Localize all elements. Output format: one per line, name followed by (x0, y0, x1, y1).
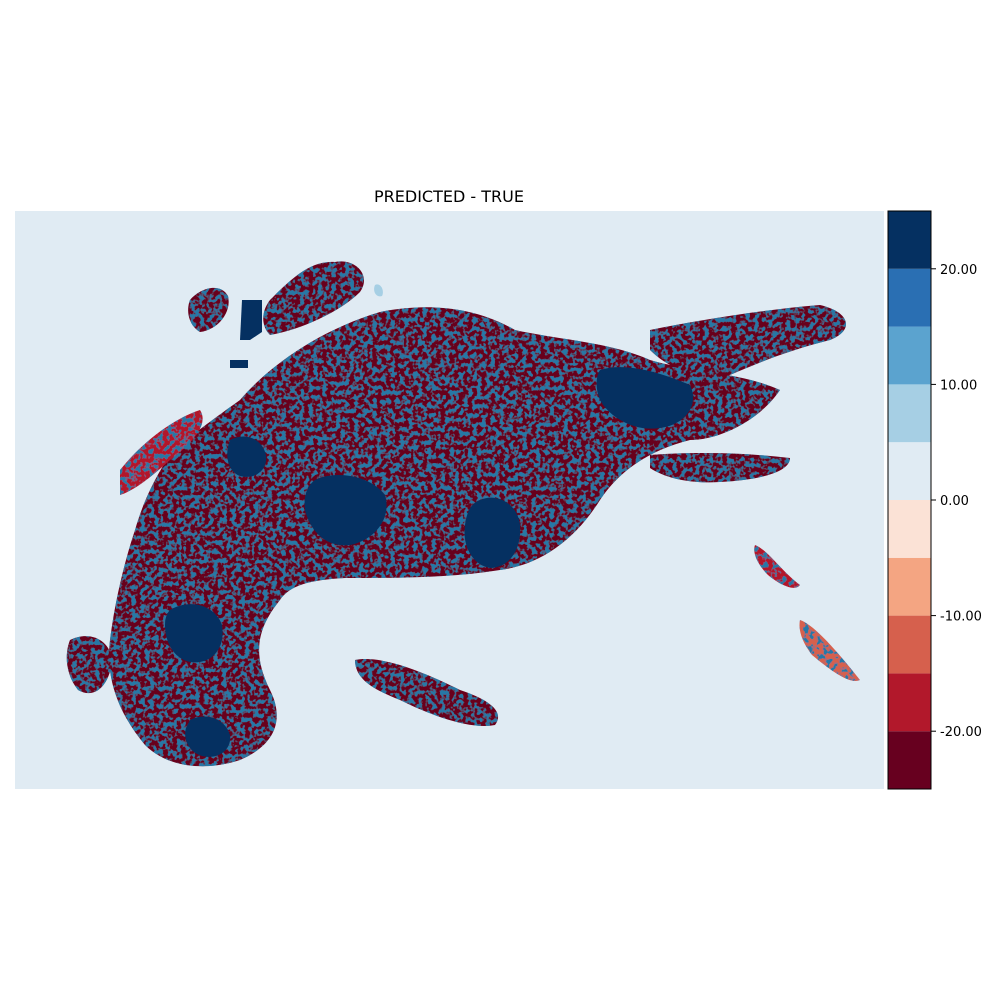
blue-patch (165, 604, 223, 663)
southwest-islet (66, 636, 112, 694)
blue-patch (596, 367, 694, 429)
heatmap-field (15, 211, 884, 789)
colorbar-level-1 (888, 673, 931, 732)
main-region (109, 307, 780, 767)
positive-difference-region (165, 284, 694, 757)
blue-patch (185, 716, 231, 757)
colorbar-tick-label: -10.00 (940, 610, 982, 625)
blue-patch (304, 475, 387, 546)
east-fleck (754, 545, 800, 588)
colorbar-tick-label: 10.00 (940, 378, 977, 393)
west-edge (120, 410, 203, 495)
colorbar-level-3 (888, 557, 931, 616)
colorbar-level-9 (888, 211, 931, 269)
east-band (650, 453, 790, 483)
chart-title: PREDICTED - TRUE (374, 187, 524, 206)
colorbar-level-2 (888, 615, 931, 674)
colorbar-tick-label: -20.00 (940, 725, 982, 740)
colorbar-level-5 (888, 442, 931, 500)
colorbar-level-8 (888, 268, 931, 327)
colorbar-level-6 (888, 384, 931, 443)
northeast-region (650, 305, 847, 377)
blue-patch (230, 360, 248, 368)
colorbar-level-4 (888, 500, 931, 558)
north-region (263, 261, 364, 335)
southeast-band (355, 659, 499, 726)
heatmap-difference-regions (66, 261, 860, 767)
colorbar-level-0 (888, 731, 931, 789)
negative-difference-region (66, 261, 860, 767)
colorbar-level-7 (888, 326, 931, 385)
colorbar-tick-label: 0.00 (940, 494, 969, 509)
colorbar-tick-label: 20.00 (940, 263, 977, 278)
northwest-islet (188, 287, 229, 332)
blue-patch (374, 284, 383, 297)
east-streak (799, 620, 860, 681)
blue-patch (464, 497, 521, 568)
colorbar: -20.00 -10.00 0.00 10.00 20.00 (887, 210, 982, 790)
blue-patch (227, 436, 267, 477)
blue-patch (240, 300, 262, 340)
